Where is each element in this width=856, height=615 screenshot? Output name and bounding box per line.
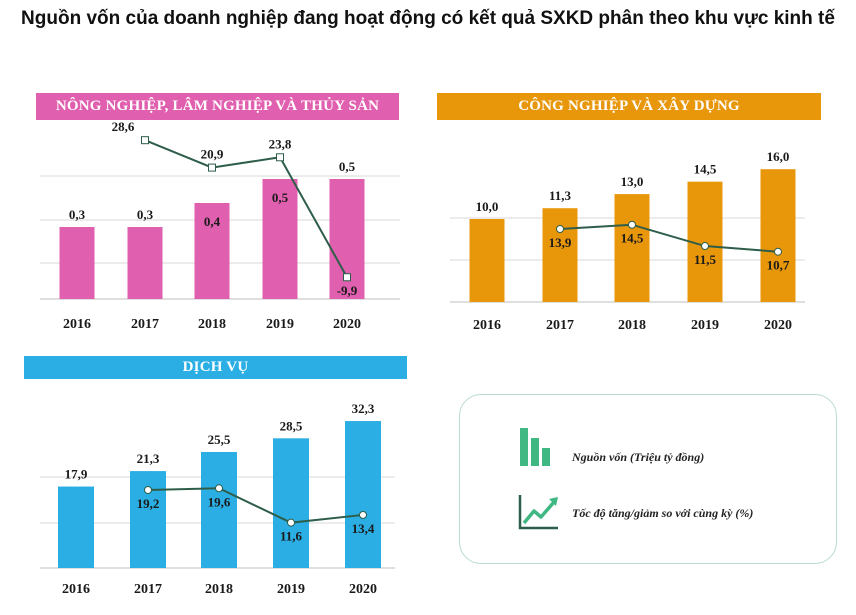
- growth-marker: [141, 136, 149, 145]
- growth-marker: [628, 220, 636, 229]
- growth-line: [559, 223, 779, 253]
- x-tick-label: 2019: [266, 317, 294, 332]
- chart-banner: CÔNG NGHIỆP VÀ XÂY DỰNG: [437, 93, 821, 120]
- bar-value-label: 0,3: [137, 207, 154, 222]
- bar-value-label: 28,5: [280, 418, 303, 433]
- bar-value-label: 14,5: [694, 162, 717, 177]
- bar: [760, 169, 796, 302]
- legend: Nguồn vốn (Triệu tỷ đồng) Tốc độ tăng/gi…: [459, 394, 837, 564]
- bar-value-label: 21,3: [137, 451, 160, 466]
- growth-marker: [144, 486, 152, 494]
- bar: [614, 194, 650, 302]
- growth-value-label: 11,6: [280, 529, 303, 544]
- bar-value-label: 17,9: [65, 467, 88, 482]
- x-tick-label: 2020: [333, 317, 361, 332]
- growth-value-label: 13,9: [549, 235, 572, 250]
- legend-line-label: Tốc độ tăng/giảm so với cùng kỳ (%): [572, 506, 754, 520]
- x-tick-label: 2018: [205, 582, 233, 597]
- growth-line: [147, 487, 364, 524]
- trend-up-icon: [518, 495, 558, 530]
- legend-icons: [518, 428, 558, 530]
- bar: [127, 227, 163, 299]
- x-tick-label: 2017: [546, 318, 574, 333]
- growth-value-label: -9,9: [337, 283, 358, 298]
- chart-banner: NÔNG NGHIỆP, LÂM NGHIỆP VÀ THỦY SẢN: [36, 93, 399, 120]
- growth-marker: [276, 153, 284, 162]
- growth-value-label: 19,2: [137, 496, 160, 511]
- x-tick-label: 2020: [349, 582, 377, 597]
- growth-marker: [359, 510, 367, 519]
- x-tick-label: 2017: [134, 582, 162, 597]
- bar: [542, 208, 578, 302]
- growth-value-label: 19,6: [208, 494, 231, 509]
- chart-banner: DỊCH VỤ: [24, 356, 407, 379]
- growth-marker: [215, 484, 223, 493]
- x-tick-label: 2019: [277, 582, 305, 597]
- bar: [273, 438, 309, 568]
- x-tick-label: 2016: [473, 318, 501, 333]
- growth-value-label: 14,5: [621, 231, 644, 246]
- growth-value-label: 10,7: [767, 258, 790, 273]
- x-tick-label: 2020: [764, 318, 792, 333]
- x-tick-label: 2018: [618, 318, 646, 333]
- growth-value-label: 20,9: [201, 147, 224, 162]
- x-tick-label: 2019: [691, 318, 719, 333]
- bar-value-label: 13,0: [621, 174, 644, 189]
- growth-marker: [701, 242, 709, 251]
- growth-marker: [556, 225, 564, 233]
- bar: [345, 421, 381, 568]
- x-tick-label: 2017: [131, 317, 159, 332]
- page-title: Nguồn vốn của doanh nghiệp đang hoạt độn…: [21, 8, 835, 29]
- bar-value-label: 16,0: [767, 149, 790, 164]
- growth-line: [144, 139, 348, 278]
- bar: [469, 219, 505, 302]
- bar-chart-icon: [520, 428, 550, 466]
- growth-value-label: 23,8: [269, 136, 292, 151]
- bar-value-label: 10,0: [476, 199, 499, 214]
- growth-marker: [208, 163, 216, 172]
- bar-value-label: 0,3: [69, 207, 86, 222]
- bar-value-label: 0,4: [204, 214, 221, 229]
- bar: [59, 227, 95, 299]
- bar-value-label: 32,3: [352, 401, 375, 416]
- legend-bar-label: Nguồn vốn (Triệu tỷ đồng): [572, 450, 705, 464]
- growth-value-label: 11,5: [694, 252, 717, 267]
- bar-value-label: 0,5: [272, 190, 289, 205]
- bar: [130, 471, 166, 568]
- x-tick-label: 2016: [63, 317, 91, 332]
- growth-marker: [774, 247, 782, 256]
- bar-value-label: 11,3: [549, 188, 572, 203]
- growth-marker: [287, 518, 295, 527]
- bar: [262, 179, 298, 299]
- bar: [194, 203, 230, 299]
- x-tick-label: 2018: [198, 317, 226, 332]
- growth-value-label: 13,4: [352, 521, 375, 536]
- bar-value-label: 0,5: [339, 159, 356, 174]
- x-tick-label: 2016: [62, 582, 90, 597]
- bar: [201, 451, 237, 568]
- bar-value-label: 25,5: [208, 432, 231, 447]
- bar: [58, 486, 94, 568]
- growth-marker: [343, 273, 351, 282]
- growth-value-label: 28,6: [112, 119, 135, 134]
